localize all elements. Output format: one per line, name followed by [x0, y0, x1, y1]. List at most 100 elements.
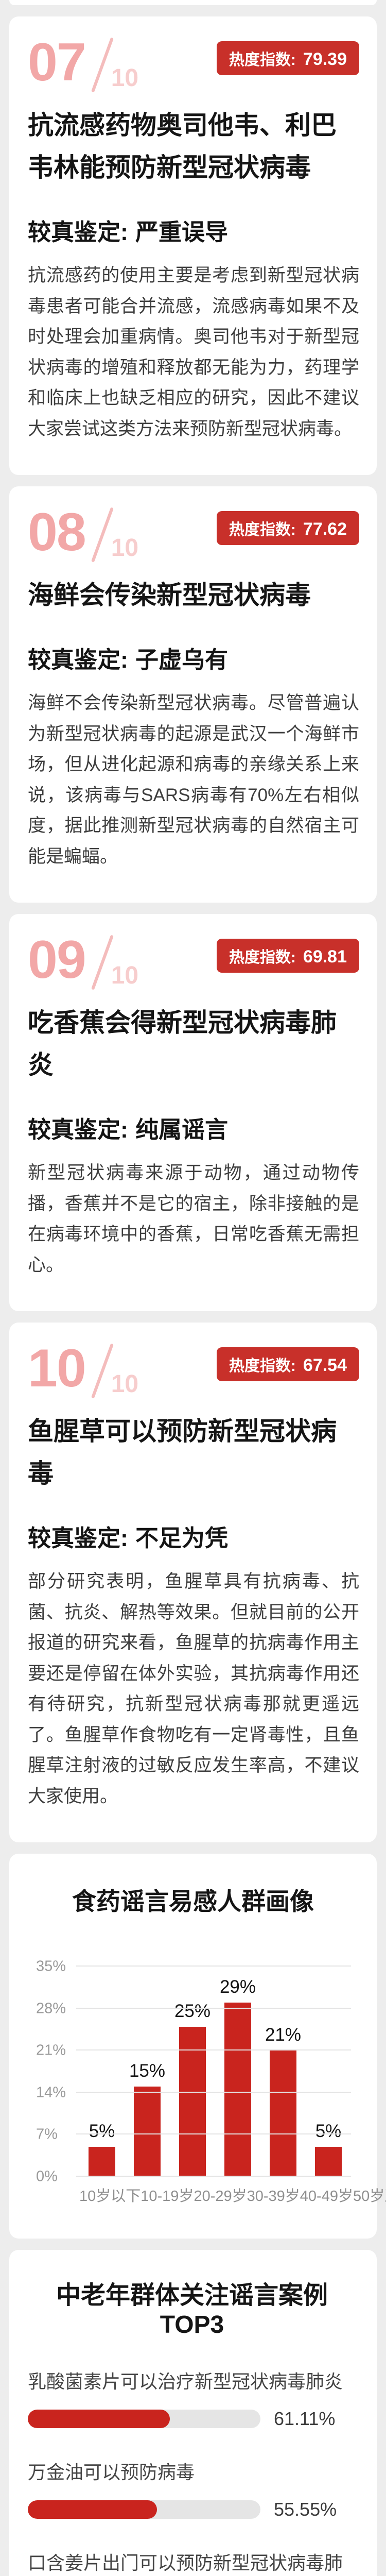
chart-ytick-label: 7% — [36, 2126, 58, 2143]
rumor-title: 鱼腥草可以预防新型冠状病毒 — [28, 1417, 337, 1488]
rumor-body: 海鲜不会传染新型冠状病毒。尽管普遍认为新型冠状病毒的起源是武汉一个海鲜市场，但从… — [28, 693, 359, 867]
chart-gridline — [76, 2176, 351, 2177]
chart-plot: 5% 15% 25% 29% 21% 5% 0% 7% 14% 21% 28% 35% — [35, 1958, 352, 2185]
top3-list: 乳酸菌素片可以治疗新型冠状病毒肺炎 61.11% 万金油可以预防病毒 55.55% 口含… — [28, 2367, 356, 2576]
heat-index-label: 热度指数: — [229, 949, 296, 966]
top3-item-label: 口含姜片出门可以预防新型冠状病毒肺炎 — [28, 2552, 343, 2573]
chart-ytick-label: 21% — [36, 2042, 66, 2059]
chart-bar-column: 25% — [170, 2001, 215, 2177]
previous-card-bottom — [9, 0, 377, 5]
rumor-body: 部分研究表明，鱼腥草具有抗病毒、抗菌、抗炎、解热等效果。但就目前的公开报道的研究… — [28, 1571, 359, 1806]
heat-index-value: 77.62 — [303, 519, 347, 539]
rank-block: 10 10 — [28, 1338, 359, 1399]
rank-divider — [91, 507, 114, 563]
heat-index-badge: 热度指数: 79.39 — [216, 41, 359, 75]
top3-bar-track — [28, 2410, 260, 2428]
heat-index-value: 69.81 — [303, 947, 347, 967]
rumor-body: 新型冠状病毒来源于动物，通过动物传播，香蕉并不是它的宿主，除非接触的是在病毒环境… — [28, 1163, 359, 1275]
rumor-title: 海鲜会传染新型冠状病毒 — [28, 581, 311, 609]
rumor-title: 吃香蕉会得新型冠状病毒肺炎 — [28, 1008, 337, 1079]
rank-divider — [91, 37, 114, 93]
verdict-row: 较真鉴定: 严重误导 — [28, 213, 359, 247]
chart-bar — [134, 2087, 161, 2177]
chart-gridline — [76, 2091, 351, 2093]
rank-divider — [91, 1343, 114, 1399]
verdict-value: 纯属谣言 — [135, 1116, 229, 1143]
rank-block: 09 10 — [28, 930, 359, 990]
chart-category-label: 10岁以下 — [79, 2188, 141, 2205]
chart-bar-value-label: 15% — [129, 2061, 166, 2081]
rumor-title: 抗流感药物奥司他韦、利巴韦林能预防新型冠状病毒 — [28, 111, 337, 182]
verdict-row: 较真鉴定: 子虚乌有 — [28, 641, 359, 674]
rank-block: 08 10 — [28, 505, 359, 563]
top3-bar-track — [28, 2500, 260, 2519]
chart-title: 食药谣言易感人群画像 — [72, 1888, 314, 1915]
top3-item-label: 乳酸菌素片可以治疗新型冠状病毒肺炎 — [28, 2371, 343, 2392]
chart-ytick-label: 14% — [36, 2084, 66, 2101]
rank-total: 10 — [111, 962, 139, 989]
chart-bar-value-label: 5% — [315, 2121, 342, 2141]
rank-total: 10 — [111, 534, 139, 562]
rank-number: 10 — [28, 1338, 86, 1398]
verdict-value: 子虚乌有 — [135, 647, 229, 673]
heat-index-value: 79.39 — [303, 49, 347, 69]
heat-index-badge: 热度指数: 67.54 — [216, 1347, 359, 1381]
chart-bar — [179, 2026, 206, 2177]
verdict-row: 较真鉴定: 纯属谣言 — [28, 1111, 359, 1144]
top3-item: 口含姜片出门可以预防新型冠状病毒肺炎54.19% — [28, 2548, 356, 2576]
verdict-label: 较真鉴定: — [28, 1116, 128, 1143]
top3-bar-row: 61.11% — [28, 2408, 356, 2430]
chart-ytick-label: 35% — [36, 1958, 66, 1975]
chart-bar-column: 21% — [260, 2025, 306, 2177]
verdict-label: 较真鉴定: — [28, 647, 128, 673]
top3-rumors-card: 中老年群体关注谣言案例TOP3 乳酸菌素片可以治疗新型冠状病毒肺炎 61.11% 万… — [9, 2250, 377, 2576]
chart-gridline — [76, 2007, 351, 2009]
chart-gridline — [76, 2049, 351, 2051]
rumor-card-07: 07 10 热度指数: 79.39 抗流感药物奥司他韦、利巴韦林能预防新型冠状病… — [9, 16, 377, 475]
top3-item-percent: 55.55% — [274, 2499, 337, 2520]
chart-bar-column: 5% — [306, 2121, 351, 2177]
rumor-card-08: 08 10 热度指数: 77.62 海鲜会传染新型冠状病毒 较真鉴定: 子虚乌有 … — [9, 486, 377, 903]
heat-index-label: 热度指数: — [229, 521, 296, 538]
chart-bar-value-label: 5% — [89, 2121, 115, 2141]
chart-category-label: 30-39岁 — [247, 2188, 300, 2205]
top3-item-label: 万金油可以预防病毒 — [28, 2462, 195, 2483]
chart-ytick-label: 28% — [36, 2000, 66, 2017]
verdict-value: 严重误导 — [135, 219, 229, 245]
verdict-label: 较真鉴定: — [28, 219, 128, 245]
verdict-value: 不足为凭 — [135, 1525, 229, 1551]
chart-bar — [270, 2050, 296, 2177]
chart-category-label: 10-19岁 — [141, 2188, 194, 2205]
rank-total: 10 — [111, 64, 139, 92]
chart-bar — [89, 2146, 115, 2177]
top3-bar-row: 55.55% — [28, 2499, 356, 2520]
chart-bar-value-label: 25% — [174, 2001, 211, 2021]
chart-bar-value-label: 29% — [219, 1976, 256, 1997]
susceptible-groups-chart-card: 食药谣言易感人群画像 5% 15% 25% 29% 21% 5% 0% 7% 14% 21% 28… — [9, 1854, 386, 2239]
chart-bar-column: 15% — [125, 2061, 170, 2177]
rank-number: 07 — [28, 32, 86, 92]
chart-gridline — [76, 2133, 351, 2135]
rank-divider — [91, 935, 114, 990]
top3-bar-fill — [28, 2500, 157, 2519]
heat-index-label: 热度指数: — [229, 1358, 296, 1375]
top3-item-percent: 61.11% — [274, 2408, 336, 2429]
top3-item: 万金油可以预防病毒 55.55% — [28, 2458, 356, 2520]
heat-index-label: 热度指数: — [229, 52, 296, 69]
rank-block: 07 10 — [28, 32, 359, 93]
chart-bar — [224, 2002, 251, 2177]
rank-number: 09 — [28, 930, 86, 990]
chart-category-label: 20-29岁 — [194, 2188, 247, 2205]
heat-index-badge: 热度指数: 69.81 — [216, 939, 359, 973]
heat-index-value: 67.54 — [303, 1355, 347, 1375]
rumor-card-10: 10 10 热度指数: 67.54 鱼腥草可以预防新型冠状病毒 较真鉴定: 不足为… — [9, 1323, 377, 1842]
rank-total: 10 — [111, 1370, 139, 1398]
chart-ytick-label: 0% — [36, 2168, 58, 2185]
top3-item: 乳酸菌素片可以治疗新型冠状病毒肺炎 61.11% — [28, 2367, 356, 2430]
chart-bar-column: 5% — [79, 2121, 125, 2177]
heat-index-badge: 热度指数: 77.62 — [216, 511, 359, 545]
verdict-label: 较真鉴定: — [28, 1525, 128, 1551]
chart-bar-value-label: 21% — [265, 2025, 302, 2045]
